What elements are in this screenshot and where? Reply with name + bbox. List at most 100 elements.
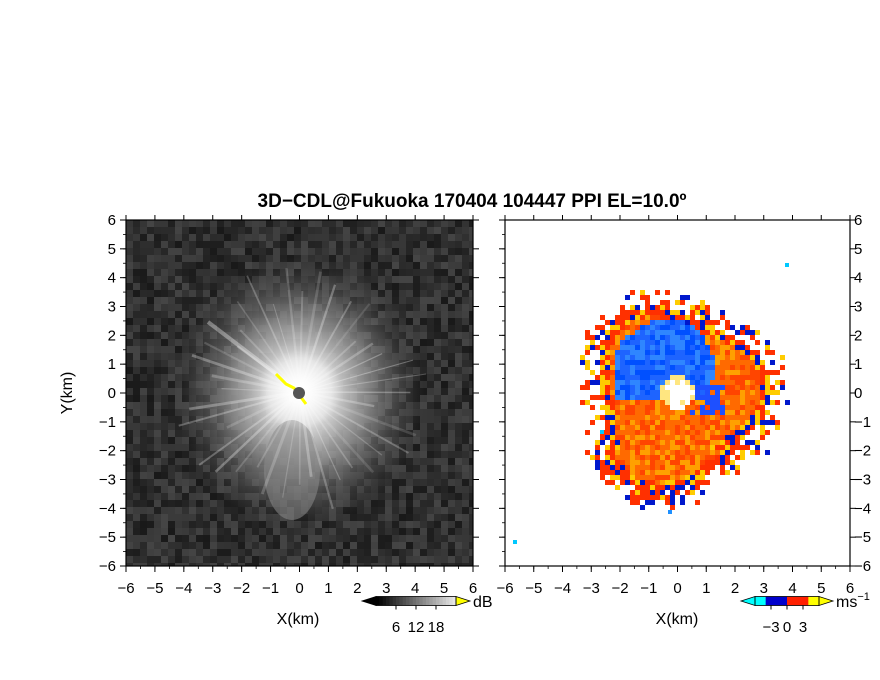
velocity-cell — [775, 370, 780, 375]
velocity-cell — [625, 330, 630, 335]
snr-noise-cell — [203, 535, 210, 542]
velocity-cell — [615, 345, 620, 350]
velocity-cell — [740, 420, 745, 425]
snr-noise-cell — [147, 444, 154, 451]
snr-noise-cell — [196, 528, 203, 535]
velocity-cell — [755, 385, 760, 390]
snr-noise-cell — [462, 241, 469, 248]
velocity-cell — [670, 440, 675, 445]
colorbar-over-arrow — [455, 595, 472, 607]
velocity-cell — [715, 425, 720, 430]
snr-noise-cell — [364, 255, 371, 262]
velocity-cell — [685, 325, 690, 330]
velocity-cell — [650, 430, 655, 435]
snr-noise-cell — [427, 535, 434, 542]
snr-noise-cell — [161, 500, 168, 507]
velocity-cell — [660, 400, 665, 405]
velocity-cell — [725, 375, 730, 380]
velocity-cell — [605, 415, 610, 420]
velocity-cell — [695, 435, 700, 440]
velocity-cell — [595, 455, 600, 460]
snr-noise-cell — [126, 297, 133, 304]
velocity-cell — [680, 400, 685, 405]
snr-noise-cell — [455, 346, 462, 353]
snr-noise-cell — [140, 283, 147, 290]
snr-noise-cell — [147, 549, 154, 556]
velocity-cell — [655, 305, 660, 310]
velocity-cell — [735, 390, 740, 395]
snr-noise-cell — [434, 255, 441, 262]
velocity-cell — [720, 430, 725, 435]
colorbar-unit-label: ms−1 — [836, 591, 870, 611]
snr-noise-cell — [427, 500, 434, 507]
snr-noise-cell — [322, 535, 329, 542]
velocity-cell — [690, 360, 695, 365]
snr-noise-cell — [455, 521, 462, 528]
x-tick-label: 2 — [731, 580, 739, 597]
velocity-cell — [710, 440, 715, 445]
velocity-cell — [705, 380, 710, 385]
velocity-cell — [745, 370, 750, 375]
colorbar-over-arrow — [818, 595, 835, 607]
snr-noise-cell — [189, 276, 196, 283]
snr-noise-cell — [371, 227, 378, 234]
snr-noise-cell — [168, 458, 175, 465]
velocity-cell — [710, 445, 715, 450]
velocity-cell — [635, 375, 640, 380]
snr-noise-cell — [455, 248, 462, 255]
snr-noise-cell — [399, 276, 406, 283]
velocity-cell — [730, 425, 735, 430]
snr-noise-cell — [231, 262, 238, 269]
velocity-cell — [685, 360, 690, 365]
snr-noise-cell — [140, 227, 147, 234]
velocity-cell — [695, 485, 700, 490]
snr-noise-cell — [140, 486, 147, 493]
velocity-cell — [685, 425, 690, 430]
velocity-cell — [605, 370, 610, 375]
snr-noise-cell — [420, 437, 427, 444]
velocity-cell — [715, 440, 720, 445]
velocity-cell — [735, 375, 740, 380]
velocity-cell — [710, 345, 715, 350]
snr-noise-cell — [441, 472, 448, 479]
velocity-cell — [630, 455, 635, 460]
velocity-cell — [785, 400, 790, 405]
snr-noise-cell — [462, 318, 469, 325]
velocity-cell — [620, 470, 625, 475]
velocity-cell — [640, 335, 645, 340]
snr-noise-cell — [161, 514, 168, 521]
snr-noise-cell — [406, 283, 413, 290]
velocity-cell — [745, 365, 750, 370]
velocity-cell — [635, 345, 640, 350]
snr-noise-cell — [420, 346, 427, 353]
velocity-cell — [685, 375, 690, 380]
snr-noise-cell — [154, 451, 161, 458]
snr-noise-cell — [161, 374, 168, 381]
velocity-cell — [665, 435, 670, 440]
velocity-cell — [640, 390, 645, 395]
snr-noise-cell — [469, 416, 473, 423]
velocity-cell — [640, 330, 645, 335]
snr-noise-cell — [455, 318, 462, 325]
snr-noise-cell — [140, 318, 147, 325]
y-tick-label: 2 — [108, 327, 116, 344]
snr-noise-cell — [448, 367, 455, 374]
snr-noise-cell — [182, 325, 189, 332]
snr-noise-cell — [196, 472, 203, 479]
velocity-cell — [595, 335, 600, 340]
velocity-cell — [765, 340, 770, 345]
snr-noise-cell — [343, 563, 350, 566]
snr-noise-cell — [441, 325, 448, 332]
snr-noise-cell — [406, 220, 413, 227]
snr-noise-cell — [448, 444, 455, 451]
velocity-cell — [760, 410, 765, 415]
snr-noise-cell — [434, 528, 441, 535]
snr-noise-cell — [441, 549, 448, 556]
snr-noise-cell — [301, 528, 308, 535]
velocity-cell — [730, 430, 735, 435]
velocity-cell — [705, 470, 710, 475]
snr-noise-cell — [462, 353, 469, 360]
velocity-cell — [655, 465, 660, 470]
snr-noise-cell — [189, 486, 196, 493]
velocity-cell — [690, 390, 695, 395]
